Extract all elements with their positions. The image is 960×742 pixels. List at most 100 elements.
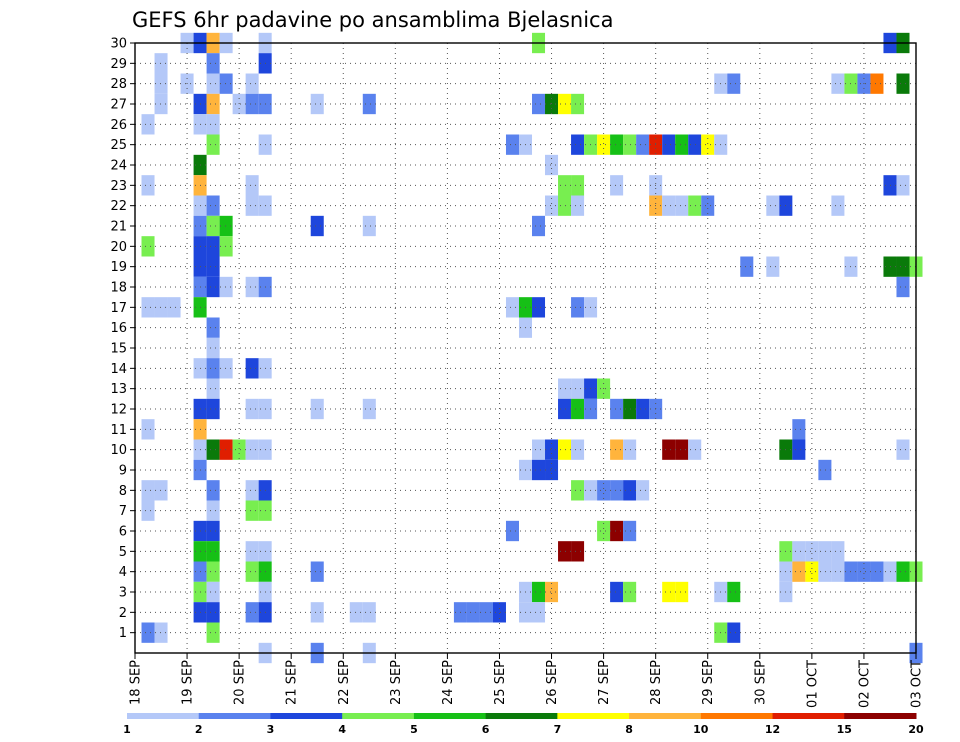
- precip-cell: [571, 439, 585, 460]
- precip-cell: [831, 73, 845, 94]
- colorbar-swatch: [772, 713, 845, 719]
- y-tick-label: 9: [119, 464, 127, 479]
- precip-cell: [597, 520, 611, 542]
- precip-cell: [219, 276, 233, 298]
- precip-cell: [688, 134, 702, 155]
- precip-cell: [245, 73, 259, 94]
- y-tick-label: 16: [110, 321, 127, 336]
- precip-cell: [571, 480, 585, 501]
- precip-cell: [206, 276, 220, 298]
- precip-cell: [623, 480, 637, 501]
- y-tick-label: 15: [110, 342, 127, 357]
- precip-cell: [479, 602, 493, 623]
- y-tick-label: 24: [110, 159, 127, 174]
- precip-cell: [675, 195, 689, 216]
- y-tick-label: 20: [110, 240, 127, 255]
- precip-cell: [727, 622, 741, 643]
- x-tick-label: 18 SEP: [129, 660, 144, 705]
- y-tick-label: 19: [110, 260, 127, 275]
- colorbar-tick-label: 7: [554, 723, 562, 736]
- precip-cell: [558, 175, 572, 196]
- precipitation-cells: [141, 32, 923, 664]
- y-tick-label: 1: [119, 626, 127, 641]
- precip-cell: [206, 215, 220, 237]
- precip-cell: [532, 215, 546, 237]
- x-tick-label: 26 SEP: [545, 660, 560, 705]
- x-tick-label: 19 SEP: [181, 660, 196, 705]
- precip-cell: [206, 602, 220, 623]
- precip-cell: [545, 459, 559, 481]
- precip-cell: [206, 53, 220, 74]
- precip-cell: [206, 561, 220, 582]
- precip-cell: [310, 215, 324, 237]
- y-tick-label: 29: [110, 57, 127, 72]
- y-tick-label: 21: [110, 220, 127, 235]
- precip-cell: [245, 439, 259, 460]
- precip-cell: [662, 581, 676, 603]
- precip-cell: [206, 134, 220, 155]
- y-tick-label: 26: [110, 118, 127, 133]
- precip-cell: [206, 93, 220, 115]
- precip-cell: [532, 439, 546, 460]
- precip-cell: [232, 439, 246, 460]
- precip-cell: [492, 602, 506, 623]
- precip-cell: [141, 419, 155, 440]
- precip-cell: [206, 581, 220, 603]
- precip-cell: [532, 93, 546, 115]
- colorbar-legend: 1 2 3 4 5 6 7 8 10 12 15 20: [123, 713, 924, 736]
- precip-cell: [206, 114, 220, 135]
- y-tick-label: 11: [110, 423, 127, 438]
- precip-cell: [818, 561, 832, 582]
- colorbar-swatch: [557, 713, 630, 719]
- precip-cell: [245, 500, 259, 521]
- y-tick-label: 28: [110, 77, 127, 92]
- y-tick-label: 13: [110, 382, 127, 397]
- x-tick-label: 01 OCT: [805, 660, 820, 708]
- precip-cell: [310, 602, 324, 623]
- colorbar-tick-label: 4: [338, 723, 346, 736]
- precip-cell: [831, 541, 845, 562]
- precip-cell: [362, 215, 376, 237]
- precip-cell: [623, 398, 637, 420]
- precip-cell: [662, 195, 676, 216]
- precip-cell: [610, 439, 624, 460]
- precip-cell: [701, 195, 715, 216]
- precip-cell: [206, 439, 220, 460]
- colorbar-tick-label: 6: [482, 723, 490, 736]
- colorbar-swatch: [127, 713, 200, 719]
- x-tick-label: 30 SEP: [753, 660, 768, 705]
- precip-cell: [245, 398, 259, 420]
- y-axis-member-labels: 1234567891011121314151617181920212223242…: [110, 37, 135, 641]
- y-tick-label: 10: [110, 443, 127, 458]
- precip-cell: [219, 236, 233, 257]
- precip-cell: [245, 195, 259, 216]
- precip-cell: [167, 297, 181, 318]
- precip-cell: [896, 73, 910, 94]
- precip-cell: [206, 236, 220, 257]
- colorbar-tick-label: 5: [410, 723, 418, 736]
- precip-cell: [219, 73, 233, 94]
- precip-cell: [623, 134, 637, 155]
- precip-cell: [623, 520, 637, 542]
- x-axis-date-labels: 18 SEP 19 SEP 20 SEP 21 SEP 22 SEP 23 SEP 24 S…: [129, 653, 925, 708]
- x-tick-label: 02 OCT: [857, 660, 872, 708]
- precip-cell: [558, 439, 572, 460]
- precip-cell: [818, 541, 832, 562]
- precip-cell: [206, 541, 220, 562]
- precip-cell: [245, 93, 259, 115]
- precip-cell: [636, 480, 650, 501]
- precip-cell: [545, 195, 559, 216]
- precip-cell: [610, 520, 624, 542]
- precip-cell: [571, 378, 585, 399]
- precip-cell: [558, 195, 572, 216]
- precip-cell: [571, 541, 585, 562]
- precip-cell: [662, 439, 676, 460]
- precip-cell: [154, 480, 168, 501]
- precip-cell: [545, 439, 559, 460]
- colorbar-swatch: [844, 713, 917, 719]
- chart-title: GEFS 6hr padavine po ansamblima Bjelasni…: [132, 8, 613, 32]
- precip-cell: [245, 358, 259, 379]
- precip-cell: [636, 398, 650, 420]
- precip-cell: [466, 602, 480, 623]
